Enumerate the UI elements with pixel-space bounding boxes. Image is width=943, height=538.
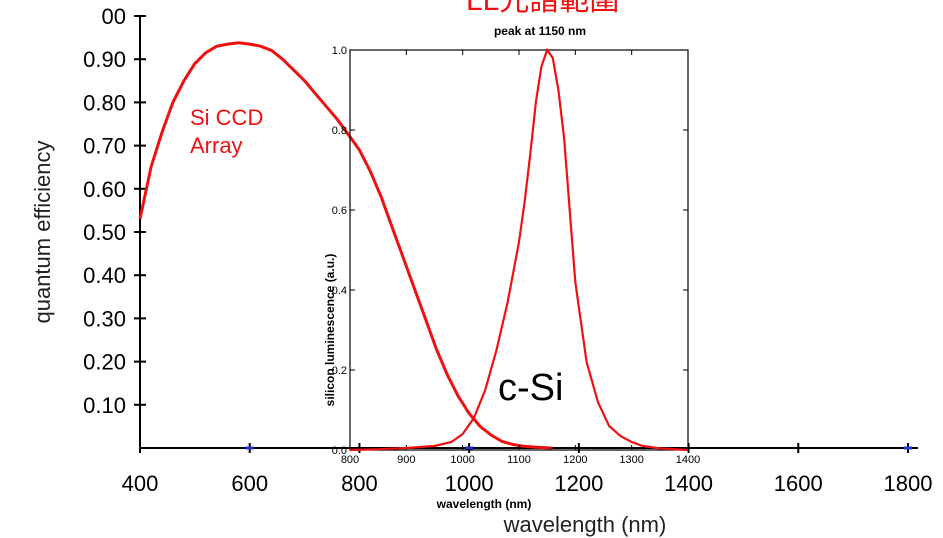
outer-y-tick-label: 0.50	[83, 220, 126, 245]
outer-y-tick-label: 00	[102, 4, 126, 29]
outer-y-axis-title: quantum efficiency	[30, 140, 55, 323]
inset-y-tick-label: 1.0	[332, 45, 347, 57]
inset-x-tick-label: 900	[397, 454, 415, 466]
ccd-quantum-efficiency-line	[138, 41, 552, 450]
outer-y-tick-label: 0.10	[83, 393, 126, 418]
outer-y-ticks: 0.10 0.20 0.30 0.40 0.50 0.60 0.70 0.80 0.90 00	[83, 4, 146, 418]
outer-y-tick-label: 0.40	[83, 263, 126, 288]
inset-y-ticks: 0.0 0.2 0.4 0.6 0.8 1.0	[332, 45, 688, 457]
outer-x-tick-label: 1600	[774, 471, 823, 496]
inset-x-tick-label: 800	[341, 454, 359, 466]
outer-y-tick-label: 0.70	[83, 134, 126, 159]
inset-x-tick-label: 1200	[563, 454, 587, 466]
outer-x-tick-label: 1800	[884, 471, 933, 496]
outer-y-tick-label: 0.60	[83, 177, 126, 202]
outer-x-tick-label: 800	[341, 471, 378, 496]
c-si-luminescence-line	[349, 47, 689, 452]
outer-x-tick-label: 600	[231, 471, 268, 496]
inset-y-tick-label: 0.0	[332, 445, 347, 457]
outer-x-tick-label: 400	[122, 471, 159, 496]
inset-chart: 0.0 0.2 0.4 0.6 0.8 1.0 800 900 1000 1100 1200 130…	[323, 24, 700, 511]
inset-x-tick-label: 1100	[507, 454, 531, 466]
outer-y-tick-label: 0.80	[83, 90, 126, 115]
inset-x-tick-label: 1300	[619, 454, 643, 466]
outer-x-tick-label: 1000	[445, 471, 494, 496]
inset-title: peak at 1150 nm	[494, 24, 586, 38]
inset-x-ticks: 800 900 1000 1100 1200 1300 1400	[341, 50, 700, 466]
inset-x-tick-label: 1400	[676, 454, 700, 466]
series-label-array: Array	[190, 133, 243, 158]
series-label-si-ccd: Si CCD	[190, 105, 263, 130]
outer-x-tick-label: 1400	[664, 471, 713, 496]
outer-y-tick-label: 0.20	[83, 350, 126, 375]
outer-y-tick-label: 0.90	[83, 47, 126, 72]
inset-x-tick-label: 1000	[450, 454, 474, 466]
inset-y-axis-title: silicon luminescence (a.u.)	[323, 254, 337, 407]
outer-x-ticks: 400 600 800 1000 1200 1400 1600 1800	[122, 443, 933, 496]
outer-y-tick-label: 0.30	[83, 306, 126, 331]
inset-y-tick-label: 0.2	[332, 365, 347, 377]
outer-x-axis-title: wavelength (nm)	[503, 512, 667, 537]
inset-y-tick-label: 0.4	[332, 285, 347, 297]
outer-x-tick-label: 1200	[554, 471, 603, 496]
chart-header-fragment: LL光譜範圍	[466, 0, 619, 17]
outer-chart: 0.10 0.20 0.30 0.40 0.50 0.60 0.70 0.80 0.90 00 4…	[30, 4, 932, 537]
inset-y-tick-label: 0.8	[332, 125, 347, 137]
inset-y-tick-label: 0.6	[332, 205, 347, 217]
series-label-c-si: c-Si	[498, 367, 563, 409]
inset-x-axis-title: wavelength (nm)	[436, 497, 532, 511]
